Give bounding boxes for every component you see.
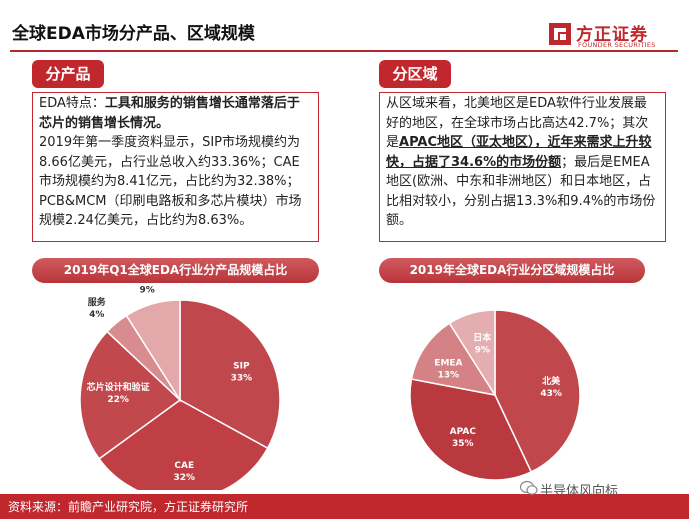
pie-label-value-1: 35%: [452, 439, 474, 449]
region-summary-tail: ；最后是EMEA地区(欧洲、中东和非洲地区）和日本地区，占比相对较小，分别占据1…: [386, 154, 656, 229]
product-summary: EDA特点：工具和服务的销售增长通常落后于芯片的销售增长情况。: [39, 94, 312, 133]
pie-slice-0: [494, 309, 581, 473]
pie-slice-0: [179, 299, 281, 450]
founder-logo-icon: [549, 23, 571, 45]
by-product-pill: 分产品: [32, 60, 104, 88]
pie-label-value-4: 9%: [139, 286, 154, 296]
product-chart-title: 2019年Q1全球EDA行业分产品规模占比: [32, 258, 319, 283]
watermark-text: 半导体风向标: [540, 484, 619, 499]
pie-slice-4: [125, 299, 181, 403]
pie-label-name-2: EMEA: [434, 358, 462, 368]
page-title: 全球EDA市场分产品、区域规模: [12, 24, 255, 44]
pie-label-name-2: 芯片设计和验证: [87, 381, 150, 393]
pie-slice-2: [410, 322, 497, 397]
logo-text-en: FOUNDER SECURITIES: [578, 41, 656, 49]
pie-label-name-1: APAC: [450, 427, 477, 437]
title-divider: [10, 50, 678, 52]
region-summary: 从区域来看，北美地区是EDA软件行业发展最好的地区，在全球市场占比高达42.7%…: [386, 94, 659, 231]
product-detail: 2019年第一季度资料显示，SIP市场规模约为8.66亿美元，占行业总收入约33…: [39, 135, 302, 228]
region-textbox: 从区域来看，北美地区是EDA软件行业发展最好的地区，在全球市场占比高达42.7%…: [379, 92, 666, 242]
product-summary-bold: 工具和服务的销售增长通常落后于芯片的销售增长情况。: [39, 96, 300, 131]
pie-label-value-0: 43%: [540, 389, 562, 399]
pie-label-value-2: 13%: [438, 370, 460, 380]
pie-slice-1: [409, 378, 533, 481]
pie-slice-1: [98, 399, 269, 490]
footer-bar: [0, 494, 689, 519]
source-note: 资料来源：前瞻产业研究院，方正证券研究所: [8, 500, 249, 514]
region-summary-bold: APAC地区（亚太地区），近年来需求上升较快，占据了34.6%的市场份额: [386, 135, 652, 170]
by-region-pill: 分区域: [379, 60, 451, 88]
product-textbox: EDA特点：工具和服务的销售增长通常落后于芯片的销售增长情况。 2019年第一季…: [32, 92, 319, 242]
region-pie-chart: 北美 43% APAC 35% EMEA 13% 日本 9%: [409, 309, 581, 481]
pie-label-name-3: 日本: [473, 331, 492, 343]
pie-slice-2: [79, 330, 182, 460]
logo-text-cn: 方正证券: [576, 25, 648, 45]
pie-label-value-2: 22%: [107, 395, 129, 405]
region-summary-intro: 从区域来看，北美地区是EDA软件行业发展最好的地区，在全球市场占比高达42.7%…: [386, 96, 649, 150]
pie-label-name-0: 北美: [542, 375, 561, 387]
wechat-icon: [520, 480, 538, 495]
pie-label-name-3: 服务: [88, 296, 107, 308]
pie-label-value-0: 33%: [231, 373, 253, 383]
pie-label-name-1: CAE: [174, 461, 194, 471]
pie-label-value-3: 4%: [89, 310, 104, 320]
product-summary-prefix: EDA特点：: [39, 96, 105, 111]
region-chart-title: 2019年全球EDA行业分区域规模占比: [379, 258, 645, 283]
pie-label-name-0: SIP: [233, 361, 250, 371]
pie-slice-3: [448, 309, 496, 398]
company-logo: 方正证券 FOUNDER SECURITIES: [548, 20, 678, 50]
pie-label-value-3: 9%: [475, 345, 490, 355]
pie-label-value-1: 32%: [173, 473, 195, 483]
